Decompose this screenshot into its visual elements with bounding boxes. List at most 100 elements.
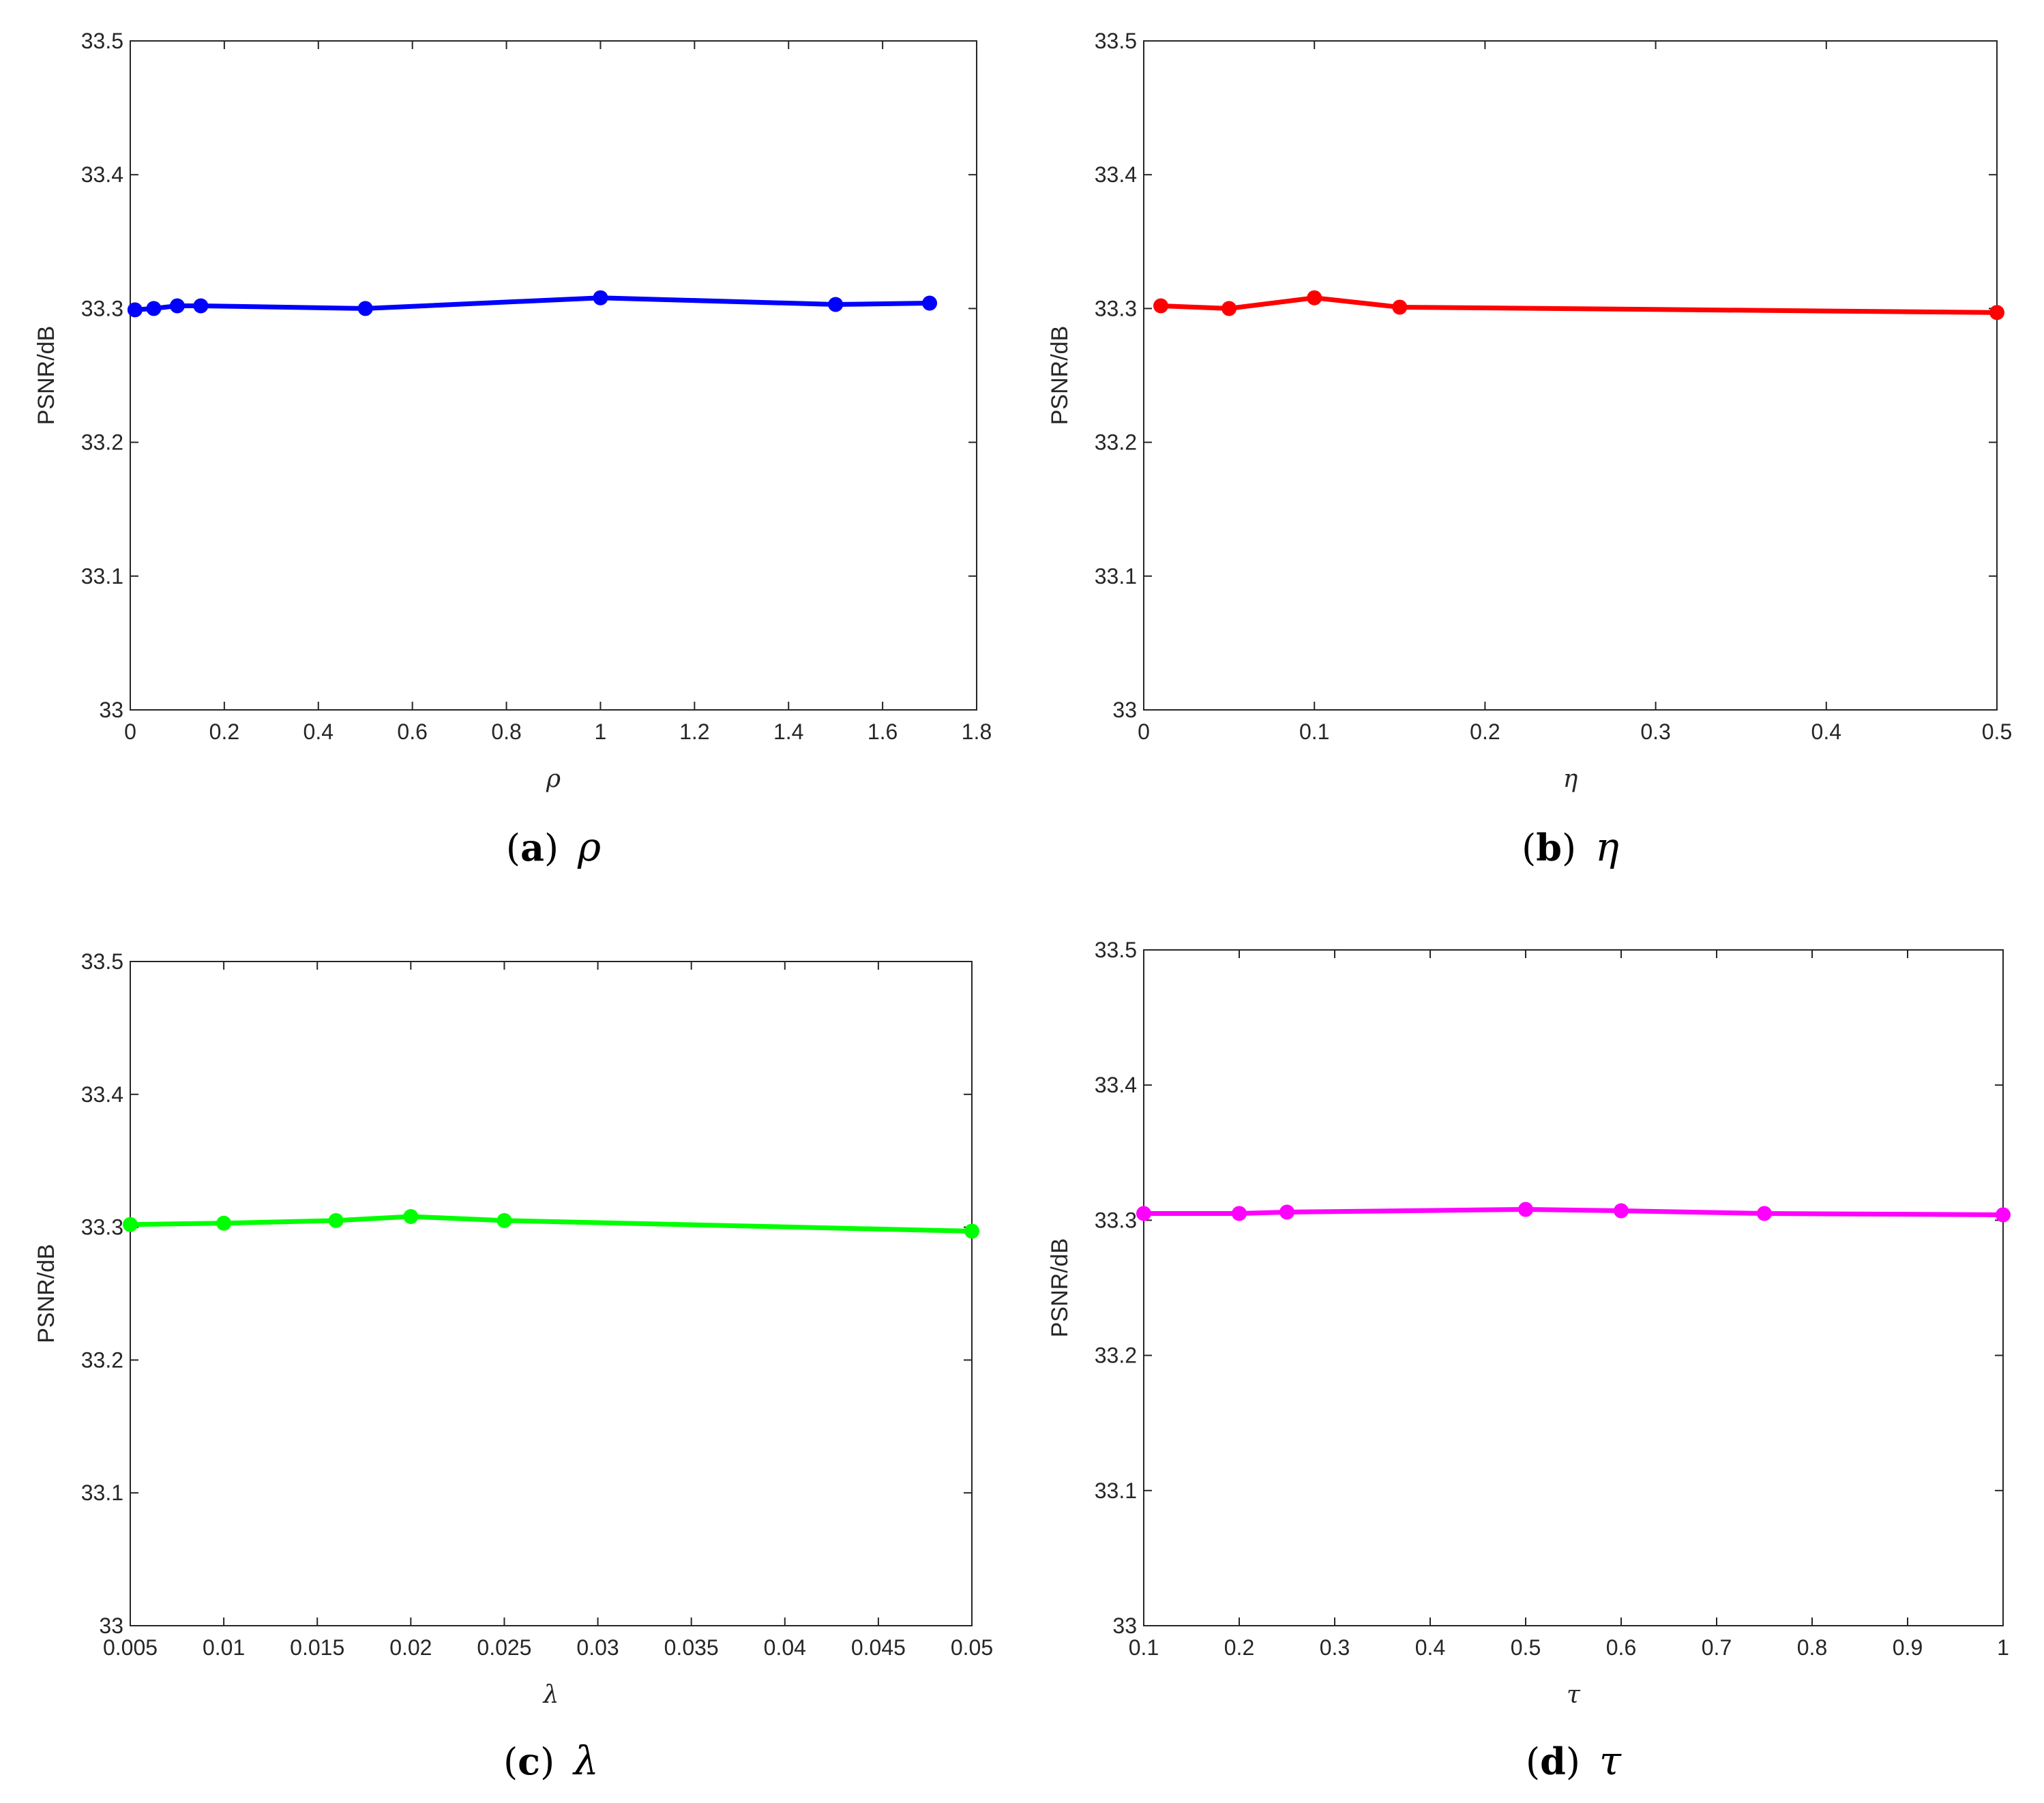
y-axis-label: PSNR/dB [1047,1238,1073,1338]
y-tick-label: 33.5 [81,29,123,53]
x-tick-label: 0.05 [951,1635,993,1660]
y-tick-label: 33 [99,1613,123,1638]
y-tick-label: 33.2 [1095,430,1137,455]
x-tick-label: 0.04 [764,1635,806,1660]
x-tick-label: 0.03 [576,1635,619,1660]
y-tick-label: 33.1 [81,1480,123,1505]
y-tick-label: 33.4 [1095,1073,1137,1097]
y-tick-label: 33.4 [81,162,123,187]
data-point [328,1212,344,1228]
x-tick-label: 1.2 [679,719,709,744]
x-tick-label: 0.4 [1811,719,1841,744]
data-point [1614,1203,1629,1219]
x-tick-label: 0.2 [1470,719,1500,744]
chart-panel-d: 33 33.1 33.2 33.3 33.4 33.5 0.1 0.2 0.3 0.4 0.5 0.6… [1047,938,2011,1784]
x-tick-label: 0 [1138,719,1150,744]
x-tick-label: 0.2 [1224,1635,1254,1660]
chart-panel-a: 33 33.1 33.2 33.3 33.4 33.5 0 0.2 0.4 0.6 0.8 1 1.2 1… [33,29,992,870]
data-point [1279,1204,1294,1220]
data-point [1518,1202,1533,1217]
data-point [193,298,209,314]
chart-panel-b: 33 33.1 33.2 33.3 33.4 33.5 0 0.1 0.2 0.3 0.4 0.5 PS… [1047,29,2012,870]
y-tick-label: 33.3 [1095,1208,1137,1232]
data-point [403,1209,419,1225]
x-tick-label: 0.5 [1982,719,2012,744]
y-tick-label: 33 [1112,698,1137,722]
caption-letter: a [520,826,544,869]
y-tick-label: 33.1 [1095,564,1137,588]
y-tick-label: 33.4 [81,1082,123,1107]
data-point [1232,1206,1247,1221]
data-point [922,295,938,311]
y-tick-label: 33.4 [1095,162,1137,187]
y-axis-label: PSNR/dB [33,1244,59,1343]
y-tick-label: 33 [1112,1613,1137,1638]
x-tick-label: 0 [124,719,136,744]
y-tick-label: 33.3 [81,1215,123,1240]
y-tick-label: 33.1 [1095,1478,1137,1503]
y-tick-label: 33.3 [81,296,123,321]
x-tick-label: 0.6 [1606,1635,1636,1660]
y-tick-label: 33.2 [81,1347,123,1372]
caption-letter: d [1540,1740,1566,1783]
data-point [146,301,162,316]
y-tick-label: 33.2 [81,430,123,455]
y-tick-label: 33.5 [1095,29,1137,53]
caption-symbol: λ [572,1738,599,1784]
y-tick-label: 33.1 [81,564,123,588]
x-tick-label: 1 [1997,1635,2009,1660]
x-tick-label: 1 [595,719,607,744]
caption-letter: b [1536,826,1562,869]
data-point [1221,301,1237,316]
x-tick-label: 0.3 [1320,1635,1350,1660]
data-point [1757,1206,1772,1221]
x-tick-label: 1.8 [962,719,992,744]
data-point [593,290,608,306]
axes-box [1143,40,1998,711]
x-axis-label: η [1563,765,1578,793]
y-tick-label: 33.5 [1095,938,1137,962]
data-point [964,1223,979,1239]
data-point [1996,1207,2011,1223]
axes-box [130,961,973,1626]
x-tick-label: 0.6 [397,719,427,744]
data-point [1307,290,1322,306]
x-tick-label: 0.005 [103,1635,158,1660]
caption-symbol: τ [1599,1738,1622,1784]
x-axis-label: ρ [546,765,561,793]
data-point [123,1217,138,1232]
x-axis-label: λ [542,1681,559,1709]
y-tick-label: 33.5 [81,949,123,974]
series-line [128,1214,975,1234]
x-tick-label: 0.01 [203,1635,245,1660]
x-tick-label: 0.1 [1299,719,1329,744]
x-tick-label: 0.8 [491,719,521,744]
x-tick-label: 0.8 [1797,1635,1827,1660]
subfigure-caption: (a) ρ [506,824,601,870]
x-tick-label: 0.3 [1640,719,1670,744]
caption-symbol: η [1595,824,1619,870]
y-tick-label: 33.3 [1095,296,1137,321]
x-tick-label: 0.7 [1702,1635,1732,1660]
caption-symbol: ρ [577,824,601,870]
y-axis-label: PSNR/dB [33,326,59,426]
y-tick-label: 33 [99,698,123,722]
x-tick-label: 0.035 [664,1635,719,1660]
data-point [828,297,844,312]
data-point [216,1215,232,1231]
data-point [1136,1206,1151,1221]
x-tick-label: 0.2 [209,719,239,744]
y-axis-label: PSNR/dB [1047,326,1073,426]
data-point [497,1212,512,1228]
x-tick-label: 0.4 [1415,1635,1445,1660]
x-axis-label: τ [1567,1681,1581,1709]
data-point [1153,298,1169,314]
x-tick-label: 1.6 [868,719,898,744]
axes-box [130,40,977,711]
data-point [169,298,185,314]
axes-box [1143,949,2004,1626]
chart-panel-c: 33 33.1 33.2 33.3 33.4 33.5 0.005 0.01 0.015 0.02… [33,949,993,1784]
data-point [127,302,143,318]
y-tick-label: 33.2 [1095,1343,1137,1368]
